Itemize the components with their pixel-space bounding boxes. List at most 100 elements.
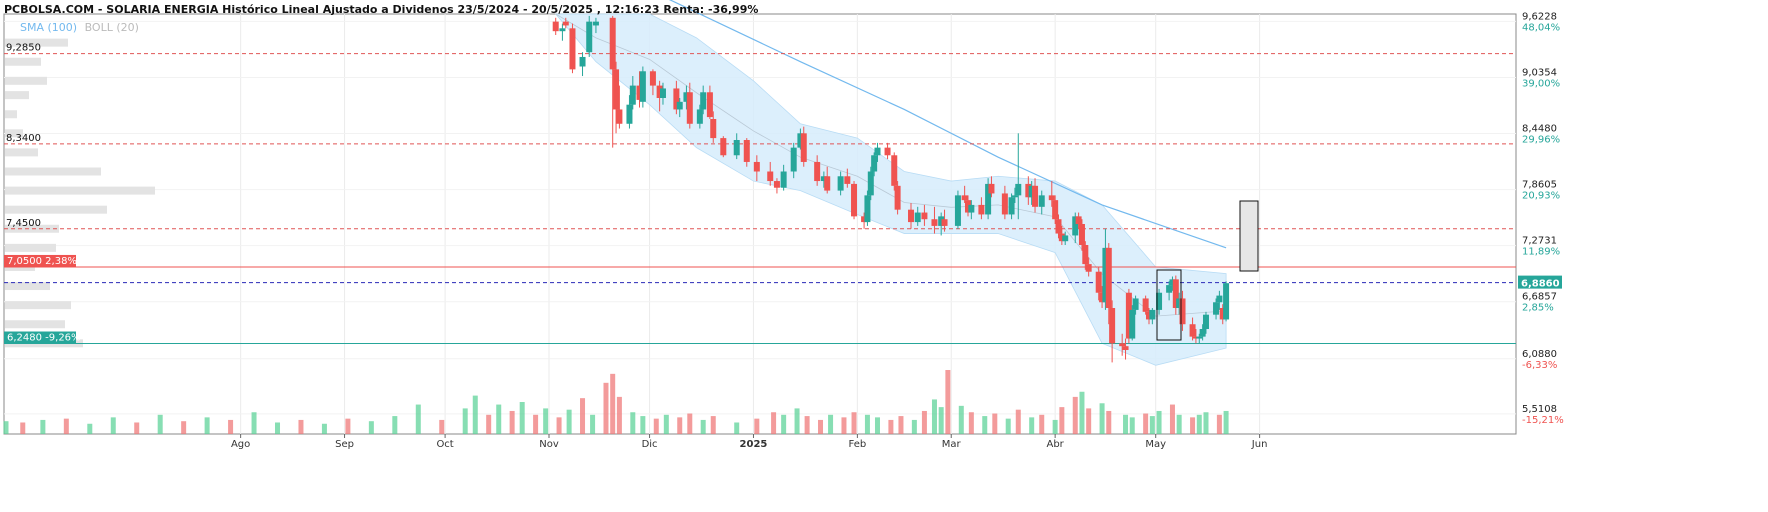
candle-body — [1149, 309, 1156, 320]
volume-bar — [630, 412, 636, 434]
y-tick-price: 5,5108 — [1522, 404, 1557, 415]
candle — [1082, 241, 1089, 270]
legend-boll[interactable]: BOLL (20) — [84, 21, 139, 34]
y-tick-pct: 11,89% — [1522, 247, 1560, 258]
candle — [844, 168, 851, 188]
candle — [1052, 195, 1059, 224]
volume-bar — [677, 417, 683, 434]
current-price-label: 6,8860 — [1521, 279, 1560, 290]
highlight-box — [1156, 269, 1182, 341]
volume-bar — [1216, 414, 1222, 434]
candle-body — [1199, 329, 1206, 337]
candle — [639, 66, 646, 108]
volume-bars — [3, 370, 1229, 434]
volume-bar — [640, 416, 646, 434]
candle — [941, 209, 948, 232]
candle-body — [874, 147, 881, 156]
volume-bar — [533, 414, 539, 434]
candle — [1202, 311, 1209, 334]
candle-body — [552, 21, 559, 32]
volume-bar — [945, 370, 951, 434]
candle-body — [814, 161, 821, 182]
candle — [562, 17, 569, 29]
volume-bar — [157, 414, 163, 434]
volume-bar — [1169, 404, 1175, 434]
candle-body — [985, 183, 992, 215]
candle — [1142, 295, 1149, 315]
x-tick-label: May — [1145, 439, 1166, 450]
indicator-legend[interactable]: SMA (100) BOLL (20) — [20, 21, 139, 34]
candle-body — [676, 101, 683, 110]
candle-body — [710, 119, 717, 139]
candle-body — [1102, 247, 1109, 303]
candle-body — [941, 219, 948, 226]
volume-bar — [1129, 417, 1135, 434]
volume-bar — [204, 417, 210, 434]
candle-body — [1125, 292, 1132, 339]
candle — [1122, 338, 1129, 360]
candle — [696, 104, 703, 129]
candle — [797, 128, 804, 150]
volume-bar — [1176, 414, 1182, 434]
volume-bar — [616, 396, 622, 434]
candle — [820, 171, 827, 188]
candle — [884, 142, 891, 160]
volume-bar — [1156, 410, 1162, 434]
volume-bar — [911, 419, 917, 434]
volume-bar — [472, 395, 478, 434]
candle-body — [559, 28, 566, 32]
grid — [3, 13, 1517, 435]
candle-body — [867, 171, 874, 196]
candle-body — [1192, 336, 1199, 339]
y-tick-price: 6,6857 — [1522, 292, 1557, 303]
candle — [1102, 228, 1109, 310]
candle-body — [1011, 195, 1018, 198]
volume-bar — [496, 404, 502, 434]
volume-bar — [1086, 408, 1092, 434]
candle — [720, 136, 727, 158]
volume-bar — [556, 417, 562, 434]
candle-body — [1025, 183, 1032, 198]
candle-body — [1142, 298, 1149, 312]
plot-frame — [3, 13, 1517, 435]
volume-bar — [663, 414, 669, 434]
volume-bar — [992, 413, 998, 434]
volume-bar — [1072, 396, 1078, 434]
y-tick-pct: -15,21% — [1522, 415, 1564, 426]
legend-sma[interactable]: SMA (100) — [20, 21, 78, 34]
candle-body — [1062, 235, 1069, 242]
candle-body — [639, 71, 646, 102]
candle — [683, 85, 690, 110]
candle — [1078, 219, 1085, 251]
candle — [710, 111, 717, 143]
bollinger-mid — [555, 13, 1227, 317]
candle-body — [1169, 279, 1176, 286]
chart-title: PCBOLSA.COM - SOLARIA ENERGIA Histórico … — [4, 3, 759, 16]
volume-bar — [228, 419, 234, 434]
candle-body — [921, 212, 928, 220]
volume-bar — [1123, 414, 1129, 434]
candle — [559, 23, 566, 41]
candle-body — [1216, 295, 1223, 303]
candle-body — [753, 161, 760, 172]
volume-bar — [275, 422, 281, 434]
candle — [921, 204, 928, 226]
candle — [1055, 214, 1062, 239]
candle-body — [767, 171, 774, 182]
candle — [1011, 187, 1018, 203]
volume-bar — [1015, 409, 1021, 434]
volume-bar — [958, 405, 964, 434]
candle — [914, 206, 921, 226]
volume-bar — [462, 408, 468, 434]
candle — [743, 138, 750, 167]
volume-bar — [1039, 414, 1045, 434]
candle-body — [616, 109, 623, 124]
y-tick-price: 7,8605 — [1522, 180, 1557, 191]
profile-bar — [5, 186, 155, 195]
volume-bar — [486, 414, 492, 434]
candle — [851, 181, 858, 220]
candle-body — [1129, 309, 1136, 339]
candle-body — [931, 219, 938, 226]
candle — [1169, 276, 1176, 291]
